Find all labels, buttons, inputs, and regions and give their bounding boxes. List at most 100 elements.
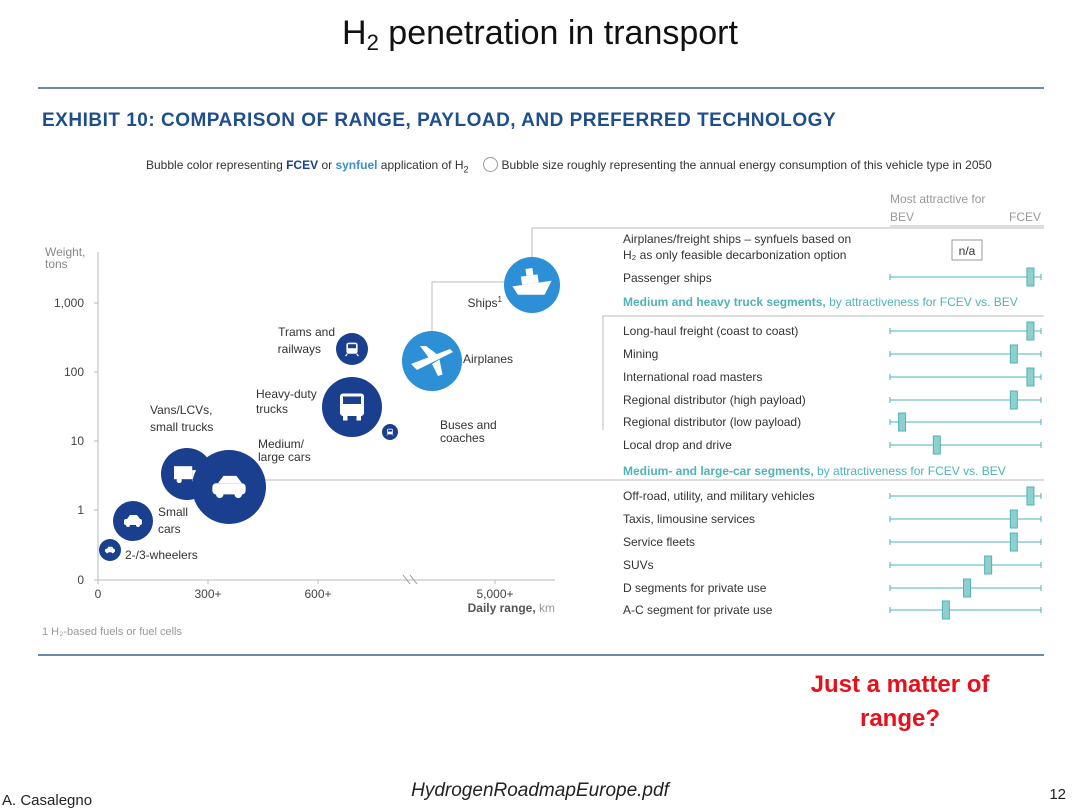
segment-heading-2: Medium- and large-car segments, by attra… [623,464,1006,478]
row-label: International road masters [623,370,762,384]
x-axis-label: Daily range, km [468,601,555,615]
source-file: HydrogenRoadmapEurope.pdf [411,780,669,801]
row-label: D segments for private use [623,581,767,595]
y-axis-label: Weight, [45,245,85,259]
row-label: Off-road, utility, and military vehicles [623,489,815,503]
bubble-label: Airplanes [463,352,513,366]
row-1-2 [889,367,1042,387]
bus-icon [386,428,394,436]
legend: Bubble color representing FCEV or synfue… [146,157,992,175]
motorbike-icon [105,546,115,554]
bubble-label: Small [158,505,188,519]
attractiveness-marker [932,435,941,455]
x-tick-label: 600+ [304,587,331,601]
row-label: H₂ as only feasible decarbonization opti… [623,248,846,262]
row-1-1 [889,344,1042,364]
attractiveness-marker [1009,509,1018,529]
bubble-label: large cars [258,450,311,464]
truck-icon [340,393,364,421]
row-1-4 [889,412,1042,432]
bottom-divider [38,654,1044,656]
bubble-label: Ships1 [468,295,503,310]
bubble-label: Vans/LCVs, [150,403,212,417]
slide-title: H2 penetration in transport [342,14,738,55]
x-tick-label: 0 [95,587,102,601]
bubble-label: Heavy-duty [256,387,317,401]
bubble-label: small trucks [150,420,213,434]
attractiveness-marker [1009,344,1018,364]
row-2-5 [889,600,1042,620]
x-tick-label: 300+ [194,587,221,601]
y-tick-label: 0 [77,573,84,587]
ship-icon [512,267,552,295]
na-box: n/a [951,239,983,261]
author: A. Casalegno [2,792,93,809]
bubble-label: Trams and [278,325,335,339]
attractiveness-marker [898,412,907,432]
row-2-2 [889,532,1042,552]
row-2-1 [889,509,1042,529]
na-label: n/a [959,244,976,258]
na-box-border [951,239,983,261]
x-tick-label: 5,000+ [476,587,513,601]
row-label: A-C segment for private use [623,603,773,617]
bubble-label: 2-/3-wheelers [125,548,198,562]
row-1-0 [889,321,1042,341]
airplane-icon [411,346,453,376]
attractiveness-marker [963,578,972,598]
row-label: Long-haul freight (coast to coast) [623,324,798,338]
attractiveness-header: Most attractive for [890,192,985,206]
row-2-0 [889,486,1042,506]
small-car-icon [124,515,142,527]
attractiveness-marker [1026,367,1035,387]
attractiveness-marker [1026,267,1035,287]
top-divider [38,87,1044,89]
y-tick-label: 10 [71,434,85,448]
bubble-label: railways [278,342,321,356]
row-label: Service fleets [623,535,695,549]
bubble-label: trucks [256,402,288,416]
bubble-motorbike: 2-/3-wheelers [99,539,198,562]
row-label: SUVs [623,558,654,572]
connector-ships [531,227,1044,265]
bubble-car: Medium/large cars [192,437,311,524]
car-icon [212,475,246,499]
connector-trucks [602,315,1044,430]
connector-airplanes [431,281,508,345]
attractiveness-marker [941,600,950,620]
bubble-label: Buses and [440,418,497,432]
attractiveness-marker [1026,486,1035,506]
row-2-4 [889,578,1042,598]
row-label: Local drop and drive [623,438,732,452]
row-passenger-ships [889,267,1042,287]
callout-question: Just a matter of range? [810,671,990,732]
legend-fcev: FCEV [286,158,319,172]
bubble-airplane: Airplanes [402,331,513,391]
attractiveness-panel: Most attractive for BEV FCEV Airplanes/frei… [623,192,1044,620]
y-axis-label: tons [45,257,68,271]
bubble-chart: 0 1 10 100 1,000 0 300+ 600+ 5,000+ Weight,tons Da… [45,227,1044,615]
train-icon [345,342,359,357]
bubble-small-car: Small cars [113,501,188,541]
row-1-5 [889,435,1042,455]
bubble-label: cars [158,522,181,536]
row-label: Mining [623,347,658,361]
bubble-ship: Ships1 [468,257,560,313]
attractiveness-marker [1026,321,1035,341]
segment-heading-1: Medium and heavy truck segments, by attr… [623,295,1018,309]
row-1-3 [889,390,1042,410]
y-tick-label: 100 [64,365,84,379]
footnote: 1 H₂-based fuels or fuel cells [42,626,183,638]
page-number: 12 [1049,786,1066,803]
row-label: Passenger ships [623,271,712,285]
legend-synfuel: synfuel [335,158,378,172]
bubble-train: Trams and railways [278,325,368,365]
attractiveness-marker [1009,532,1018,552]
attractiveness-marker [984,555,993,575]
y-tick-label: 1,000 [54,296,84,310]
exhibit-title: EXHIBIT 10: COMPARISON OF RANGE, PAYLOAD… [42,110,837,131]
bubble-size-legend-icon [482,157,498,172]
